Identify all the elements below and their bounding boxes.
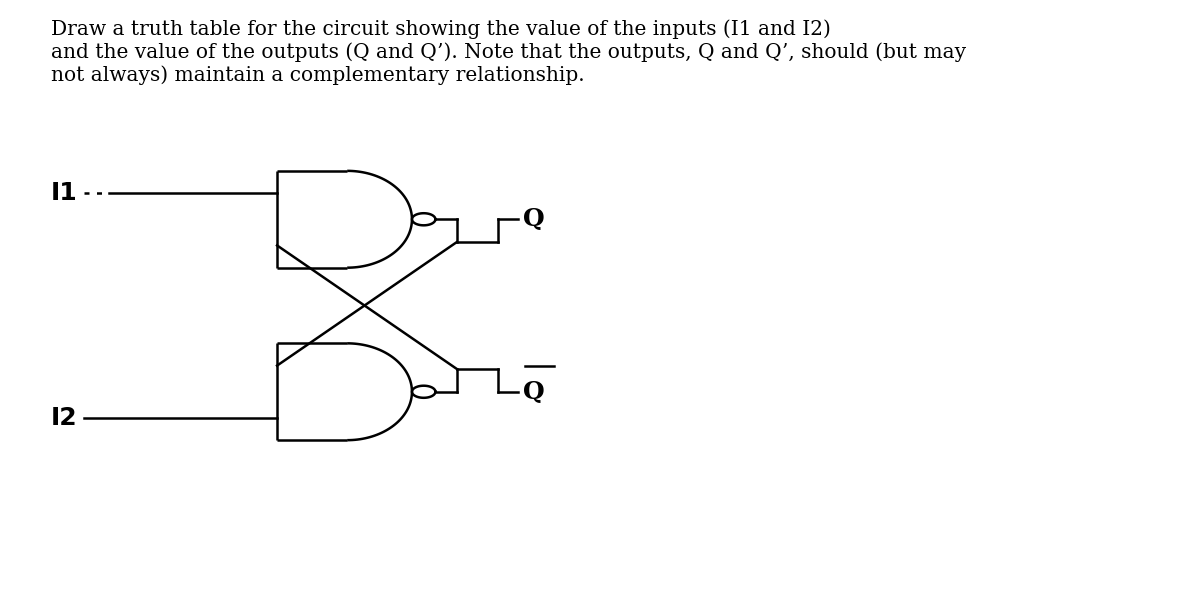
Text: I2: I2 [52,406,78,430]
Text: Q: Q [523,207,545,231]
Text: Q: Q [523,380,545,404]
Text: Draw a truth table for the circuit showing the value of the inputs (I1 and I2)
a: Draw a truth table for the circuit showi… [50,19,966,85]
Text: I1: I1 [50,181,78,205]
